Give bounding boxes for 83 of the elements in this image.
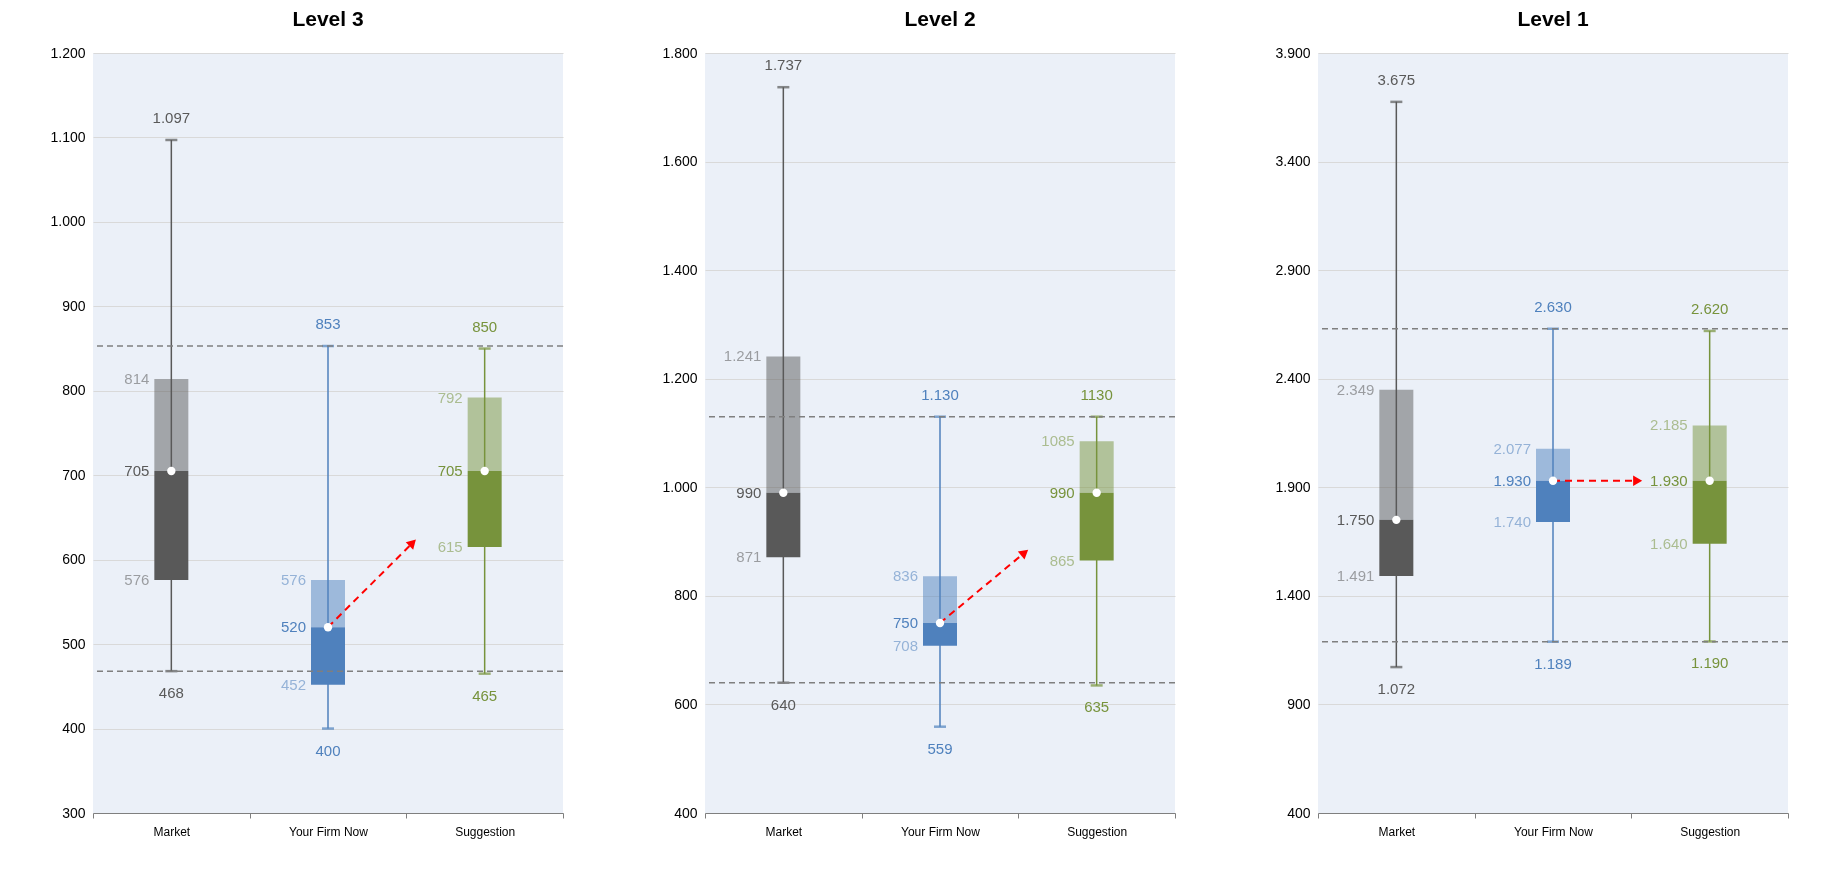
annotation: 836 [893,567,919,585]
annotation: 1085 [1041,432,1076,450]
y-tick-label: 1.000 [50,213,86,230]
y-tick-label: 300 [61,804,86,821]
annotation: 1.750 [1336,510,1375,528]
y-tick-label: 1.200 [662,370,699,387]
annotation: 750 [893,614,919,631]
y-tick-label: 1.400 [662,261,699,278]
annotation: 1.241 [724,347,762,365]
annotation: 853 [315,315,341,333]
annotation: 640 [771,695,797,713]
y-tick-label: 900 [61,297,86,314]
annotation: 1.737 [765,56,803,74]
annotation: 2.620 [1691,299,1729,317]
x-tick-label: Your Firm Now [288,824,369,839]
annotation: 2.349 [1336,380,1375,398]
annotation: 615 [437,538,463,555]
annotation: 576 [280,570,306,588]
annotation: 871 [736,548,762,566]
x-tick-label: Your Firm Now [1514,824,1594,839]
y-tick-label: 600 [674,695,699,712]
annotation: 3.675 [1377,70,1416,88]
annotation: 865 [1050,551,1076,569]
annotation: 468 [158,684,184,702]
x-tick-label: Your Firm Now [901,824,981,839]
annotation: 705 [124,462,150,479]
annotation: 1.930 [1650,471,1688,489]
annotation: 635 [1084,698,1110,716]
y-tick-label: 800 [61,382,86,399]
annotation: 1.640 [1650,534,1688,552]
annotation: 708 [893,636,919,654]
annotation: 1.491 [1336,567,1375,585]
x-tick-label: Market [765,824,804,839]
y-tick-label: 3.900 [1275,44,1311,61]
annotation: 1.097 [152,108,190,126]
y-tick-label: 600 [61,551,86,568]
y-tick-label: 1.600 [662,153,699,170]
annotation: 814 [124,369,150,387]
y-tick-label: 400 [1287,804,1311,821]
annotation: 850 [471,317,498,335]
x-tick-label: Suggestion [454,824,516,839]
y-tick-label: 2.900 [1275,261,1311,278]
annotation: 2.185 [1650,416,1688,434]
x-tick-label: Market [1378,824,1416,839]
annotation: 1.930 [1493,471,1532,489]
y-tick-label: 800 [674,587,699,604]
y-tick-label: 400 [674,804,699,821]
annotation: 1.072 [1377,680,1416,698]
annotation: 520 [280,618,306,636]
y-tick-label: 1.400 [1275,587,1311,604]
x-tick-label: Suggestion [1067,824,1128,839]
annotation: 1.740 [1493,513,1532,531]
chart-title: Level 2 [904,7,977,30]
annotation: 990 [736,483,762,501]
y-tick-label: 1.200 [50,44,86,61]
chart-title: Level 1 [1517,7,1590,30]
annotation: 2.077 [1493,439,1532,457]
annotation: 2.630 [1534,297,1572,315]
annotation: 1.189 [1534,654,1572,672]
y-tick-label: 500 [61,635,86,652]
x-tick-label: Market [153,824,191,839]
annotation: 1130 [1081,385,1114,403]
x-tick-label: Suggestion [1680,824,1741,839]
chart-title: Level 3 [292,7,364,30]
annotation: 452 [280,675,306,693]
y-tick-label: 400 [61,720,86,737]
annotation: 1.190 [1691,654,1729,672]
annotation: 559 [927,739,953,757]
y-tick-label: 700 [61,466,86,483]
annotation: 990 [1050,483,1076,501]
y-tick-label: 1.000 [662,478,699,495]
y-tick-label: 1.800 [662,44,699,61]
annotation: 576 [124,570,150,588]
annotation: 705 [437,462,463,479]
y-tick-label: 2.400 [1275,370,1311,387]
annotation: 400 [315,741,341,759]
annotation: 1.130 [921,385,960,403]
annotation: 465 [471,686,498,704]
y-tick-label: 900 [1287,695,1311,712]
y-tick-label: 1.900 [1275,478,1311,495]
annotation: 792 [437,388,463,406]
y-tick-label: 3.400 [1275,153,1311,170]
y-tick-label: 1.100 [50,128,86,145]
